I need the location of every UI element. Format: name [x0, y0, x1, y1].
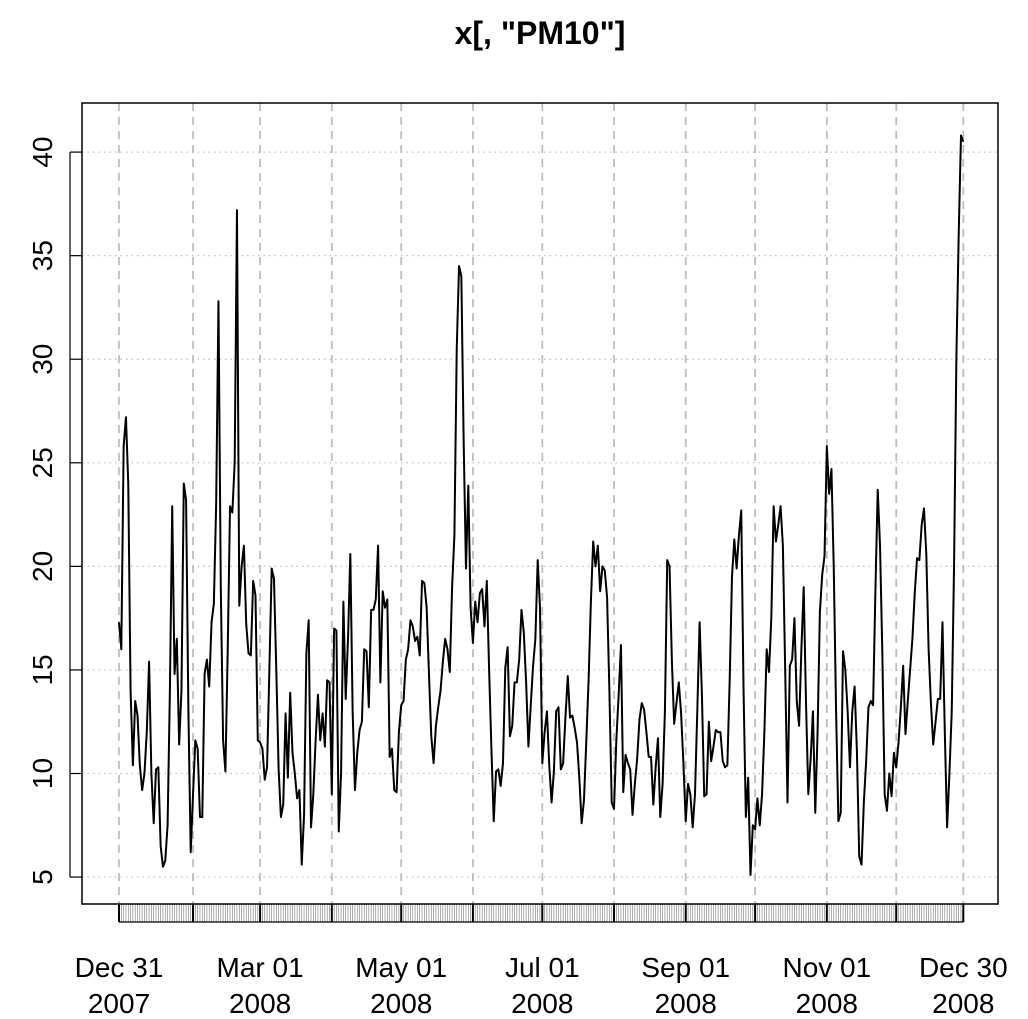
y-tick-label: 40 — [27, 137, 58, 168]
chart-title: x[, "PM10"] — [455, 15, 626, 51]
x-tick-label-line: Dec 31 — [75, 952, 164, 983]
y-tick-label: 35 — [27, 240, 58, 271]
x-tick-label-line: Sep 01 — [641, 952, 730, 983]
x-tick-label: Nov 01 2008 — [782, 952, 871, 1019]
x-tick-label-line: Dec 30 — [919, 952, 1008, 983]
x-tick-label: Jul 01 2008 — [505, 952, 580, 1019]
x-tick-label-line: May 01 — [355, 952, 447, 983]
x-tick-label: Sep 01 2008 — [641, 952, 730, 1019]
x-tick-label-line: 2008 — [229, 988, 291, 1019]
data-line — [118, 134, 965, 876]
x-tick-label: May 01 2008 — [355, 952, 447, 1019]
plot-frame — [81, 102, 999, 905]
x-tick-label-line: 2008 — [655, 988, 717, 1019]
x-tick-label-line: 2008 — [370, 988, 432, 1019]
x-tick-label-line: Nov 01 — [782, 952, 871, 983]
y-tick-label: 30 — [27, 344, 58, 375]
x-tick-label-line: 2007 — [88, 988, 150, 1019]
x-tick-label-line: Jul 01 — [505, 952, 580, 983]
x-tick-label: Dec 30 2008 — [919, 952, 1008, 1019]
plot-area — [118, 134, 965, 876]
x-tick-label-line: Mar 01 — [217, 952, 304, 983]
grid — [82, 103, 998, 904]
y-tick-label: 15 — [27, 654, 58, 685]
y-tick-label: 25 — [27, 447, 58, 478]
y-tick-label: 20 — [27, 551, 58, 582]
x-tick-label-line: 2008 — [511, 988, 573, 1019]
x-tick-label: Dec 31 2007 — [75, 952, 164, 1019]
y-tick-label: 10 — [27, 758, 58, 789]
y-tick-label: 5 — [27, 869, 58, 885]
x-tick-label-line: 2008 — [932, 988, 994, 1019]
x-tick-label: Mar 01 2008 — [217, 952, 304, 1019]
x-tick-label-line: 2008 — [796, 988, 858, 1019]
